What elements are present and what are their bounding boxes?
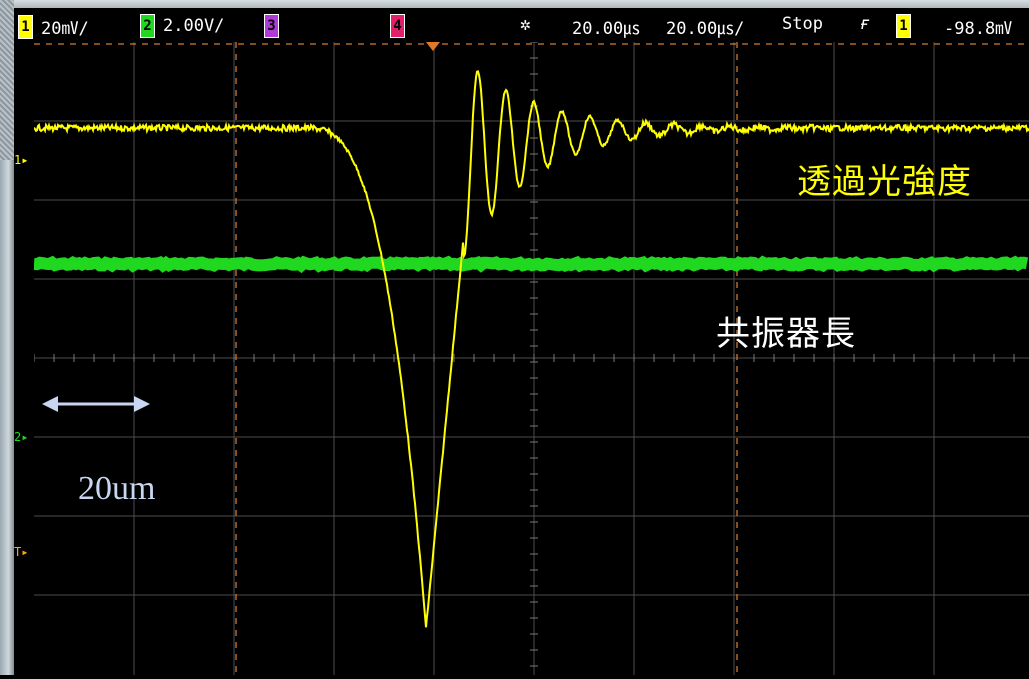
time-scale[interactable]: 20.00㎲/ xyxy=(666,19,745,39)
channel-3-setting[interactable]: 3 xyxy=(264,14,279,38)
trigger-source-badge[interactable]: 1 xyxy=(896,14,911,38)
channel-1-ground-marker[interactable]: 1▸ xyxy=(14,153,29,167)
scale-bar-label: 20um xyxy=(78,470,156,507)
channel-1-scale: 20㎷/ xyxy=(41,19,89,39)
ch1-marker-text: 1 xyxy=(14,153,22,167)
channel-2-badge[interactable]: 2 xyxy=(140,14,155,38)
run-state[interactable]: Stop xyxy=(782,14,823,34)
status-bar: 1 20㎷/ 2 2.00V/ 3 4 ✲ 20.00㎲ 20.00㎲/ Stop … xyxy=(14,8,1029,42)
time-delay[interactable]: 20.00㎲ xyxy=(572,19,641,39)
transmitted-intensity-label: 透過光強度 xyxy=(797,162,972,202)
graticule-grid xyxy=(33,41,1029,675)
bezel-edge xyxy=(14,0,1029,8)
channel-1-trace xyxy=(33,70,1029,628)
channel-4-badge[interactable]: 4 xyxy=(390,14,405,38)
waveform-plot xyxy=(33,41,1029,675)
waveform-display[interactable] xyxy=(33,41,1029,675)
rising-edge-icon[interactable]: ғ xyxy=(860,14,871,34)
trigger-level[interactable]: -98.8㎷ xyxy=(944,19,1013,39)
channel-2-ground-marker[interactable]: 2▸ xyxy=(14,430,29,444)
trigger-source[interactable]: 1 xyxy=(896,14,911,38)
left-panel-edge xyxy=(0,0,14,675)
channel-1-setting[interactable]: 1 20㎷/ xyxy=(18,14,89,39)
cursor-lines xyxy=(34,42,1029,675)
channel-2-trace xyxy=(33,255,1029,274)
trigger-level-marker[interactable]: T▸ xyxy=(14,545,29,559)
trigger-position-marker[interactable] xyxy=(426,42,440,51)
resonator-length-label: 共振器長 xyxy=(716,314,856,354)
acquire-sparkle-icon[interactable]: ✲ xyxy=(520,14,531,35)
ch2-marker-text: 2 xyxy=(14,430,22,444)
channel-4-setting[interactable]: 4 xyxy=(390,14,405,38)
trigger-marker-text: T xyxy=(14,545,22,559)
channel-2-setting[interactable]: 2 2.00V/ xyxy=(140,14,224,38)
scale-bar-arrow xyxy=(42,396,150,412)
channel-1-badge[interactable]: 1 xyxy=(18,14,33,39)
channel-3-badge[interactable]: 3 xyxy=(264,14,279,38)
channel-2-scale: 2.00V/ xyxy=(163,16,225,36)
